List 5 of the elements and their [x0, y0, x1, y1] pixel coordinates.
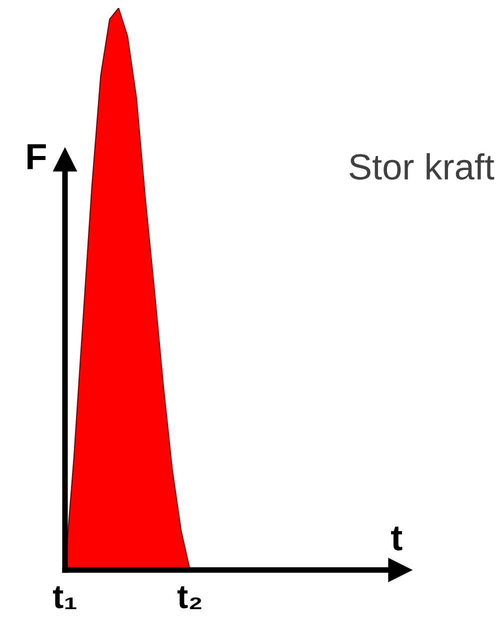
x-tick-label: t₂	[177, 586, 202, 610]
x-tick-label: t₁	[52, 586, 76, 610]
text: Stor kraft	[350, 153, 494, 180]
y-axis-title: F	[28, 144, 46, 170]
text: t	[391, 526, 402, 550]
